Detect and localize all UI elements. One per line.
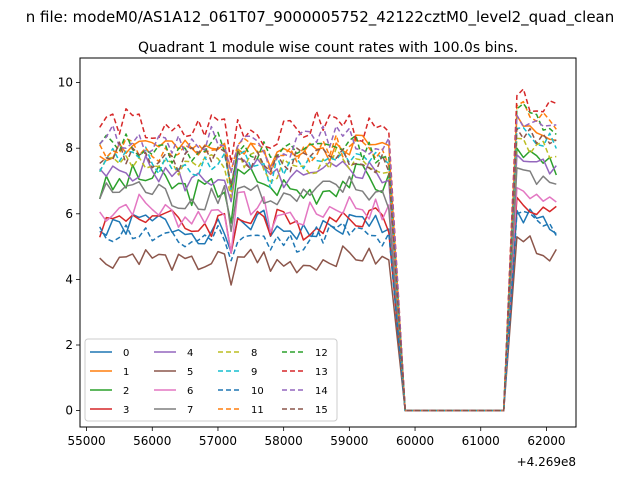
legend-item-2[interactable]: 2	[90, 386, 129, 397]
legend-label: 8	[251, 348, 257, 359]
x-tick-label: 56000	[133, 434, 171, 448]
legend-label: 2	[123, 386, 129, 397]
legend-item-4[interactable]: 4	[154, 348, 193, 359]
legend-item-11[interactable]: 11	[218, 405, 264, 416]
x-tick-label: 62000	[527, 434, 565, 448]
legend-item-6[interactable]: 6	[154, 386, 193, 397]
legend-frame	[84, 338, 338, 422]
chart-title: Quadrant 1 module wise count rates with …	[138, 40, 518, 56]
legend-item-9[interactable]: 9	[218, 367, 257, 378]
series-line-7	[99, 167, 557, 412]
x-tick-label: 57000	[199, 434, 237, 448]
legend-label: 0	[123, 348, 129, 359]
legend-label: 4	[187, 348, 193, 359]
legend-item-13[interactable]: 13	[282, 367, 328, 378]
legend-label: 12	[315, 348, 328, 359]
legend-label: 13	[315, 367, 328, 378]
x-axis-ticks: 55000 56000 57000 58000 59000 60000 61000 62000	[67, 427, 566, 448]
x-tick-label: 59000	[330, 434, 368, 448]
legend-item-3[interactable]: 3	[90, 405, 129, 416]
legend-label: 3	[123, 405, 129, 416]
y-tick-label: 10	[58, 76, 73, 90]
legend-label: 5	[187, 367, 193, 378]
figure-suptitle: n file: modeM0/AS1A12_061T07_9000005752_…	[26, 8, 615, 27]
legend-item-5[interactable]: 5	[154, 367, 193, 378]
legend-item-12[interactable]: 12	[282, 348, 328, 359]
legend-item-15[interactable]: 15	[282, 405, 328, 416]
legend-item-0[interactable]: 0	[90, 348, 129, 359]
series-line-8	[99, 137, 557, 412]
x-tick-label: 61000	[462, 434, 500, 448]
legend-label: 14	[315, 386, 328, 397]
legend-label: 10	[251, 386, 264, 397]
series-line-9	[99, 126, 557, 412]
legend-label: 9	[251, 367, 257, 378]
series-line-10	[99, 210, 557, 412]
legend-label: 7	[187, 405, 193, 416]
legend-item-8[interactable]: 8	[218, 348, 257, 359]
y-tick-label: 4	[65, 272, 73, 286]
series-line-5	[99, 235, 557, 412]
x-tick-label: 55000	[67, 434, 105, 448]
legend-label: 1	[123, 367, 129, 378]
legend-item-10[interactable]: 10	[218, 386, 264, 397]
y-tick-label: 2	[65, 338, 73, 352]
series-line-13	[99, 88, 557, 412]
axes-frame	[79, 57, 577, 428]
series-line-15	[99, 127, 557, 412]
y-tick-label: 0	[65, 404, 73, 418]
legend-label: 6	[187, 386, 193, 397]
series-line-12	[99, 102, 557, 412]
legend-item-7[interactable]: 7	[154, 405, 193, 416]
legend-item-14[interactable]: 14	[282, 386, 328, 397]
legend-label: 15	[315, 405, 328, 416]
x-axis-offset-label: +4.269e8	[517, 455, 576, 469]
legend-label: 11	[251, 405, 264, 416]
y-tick-label: 6	[65, 207, 73, 221]
x-tick-label: 60000	[396, 434, 434, 448]
y-axis-ticks: 0 2 4 6 8 10	[58, 76, 80, 418]
series-layer	[98, 88, 558, 412]
legend-item-1[interactable]: 1	[90, 367, 129, 378]
x-tick-label: 58000	[265, 434, 303, 448]
y-tick-label: 8	[65, 141, 73, 155]
